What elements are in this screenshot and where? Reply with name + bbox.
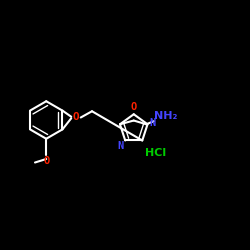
Text: HCl: HCl xyxy=(145,148,166,158)
Text: N: N xyxy=(150,118,156,128)
Text: O: O xyxy=(130,102,137,112)
Text: O: O xyxy=(72,112,79,122)
Text: O: O xyxy=(43,156,50,166)
Text: NH₂: NH₂ xyxy=(154,111,178,121)
Text: N: N xyxy=(118,141,124,151)
